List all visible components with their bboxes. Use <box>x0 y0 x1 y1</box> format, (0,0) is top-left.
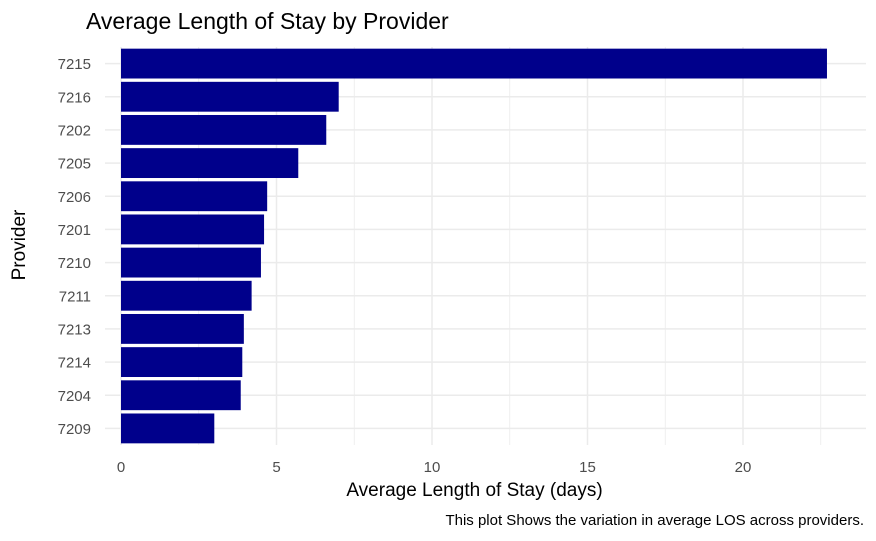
chart-title: Average Length of Stay by Provider <box>86 8 449 34</box>
bar-7210 <box>121 247 261 278</box>
bar-7211 <box>121 280 252 311</box>
y-tick-label: 7215 <box>58 56 91 73</box>
bar-7215 <box>121 48 827 79</box>
y-tick-label: 7202 <box>58 122 91 139</box>
y-tick-label: 7213 <box>58 321 91 338</box>
bar-7201 <box>121 214 265 245</box>
chart-caption: This plot Shows the variation in average… <box>445 512 864 529</box>
y-tick-label: 7211 <box>59 288 91 305</box>
x-tick-label: 5 <box>272 459 280 476</box>
y-axis-label: Provider <box>9 209 30 281</box>
y-tick-label: 7206 <box>58 189 91 206</box>
x-tick-labels: 0 5 10 15 20 <box>117 459 752 476</box>
x-tick-label: 10 <box>424 459 441 476</box>
y-tick-label: 7209 <box>58 421 91 438</box>
y-tick-label: 7214 <box>58 355 91 372</box>
bar-7209 <box>121 413 215 444</box>
bar-7214 <box>121 347 243 378</box>
bars <box>121 48 827 444</box>
bar-7202 <box>121 114 327 145</box>
bar-7216 <box>121 81 339 112</box>
x-tick-label: 15 <box>579 459 596 476</box>
bar-7213 <box>121 313 244 344</box>
bar-7204 <box>121 380 241 411</box>
y-tick-label: 7204 <box>58 388 91 405</box>
y-tick-labels: 7215 7216 7202 7205 7206 7201 7210 7211 7213 7214… <box>58 56 91 438</box>
y-tick-label: 7201 <box>58 222 91 239</box>
y-tick-label: 7205 <box>58 156 91 173</box>
bar-7206 <box>121 181 268 212</box>
bar-7205 <box>121 148 299 179</box>
y-tick-label: 7210 <box>58 255 91 272</box>
x-tick-label: 0 <box>117 459 125 476</box>
x-tick-label: 20 <box>735 459 752 476</box>
y-tick-label: 7216 <box>58 89 91 106</box>
x-axis-label: Average Length of Stay (days) <box>346 480 603 501</box>
